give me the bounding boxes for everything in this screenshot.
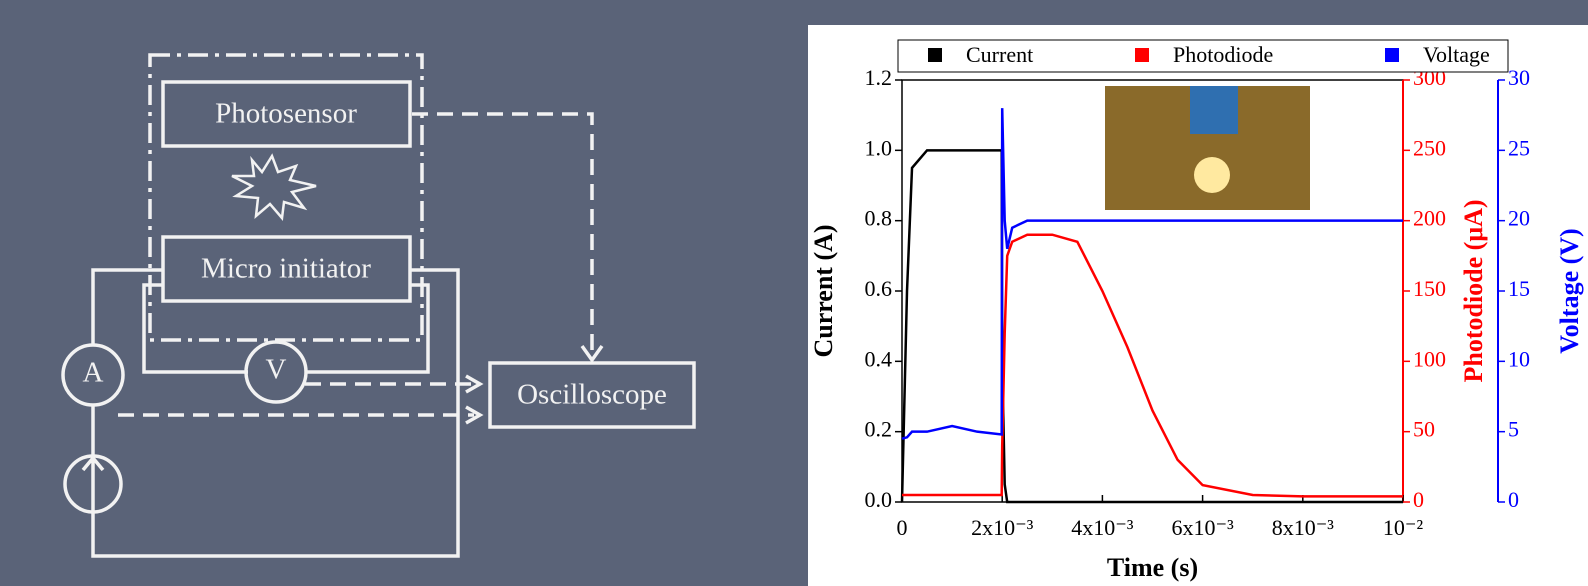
- y-tick-label: 1.2: [865, 65, 893, 90]
- y2-tick-label: 250: [1413, 135, 1446, 160]
- legend-label: Current: [966, 42, 1033, 67]
- y2-tick-label: 0: [1413, 487, 1424, 512]
- ammeter-label: A: [83, 357, 104, 389]
- legend-label: Photodiode: [1173, 42, 1273, 67]
- inset-photo-flash: [1194, 157, 1230, 193]
- y2-axis-label: Photodiode (μA): [1459, 199, 1488, 382]
- source-arrow: [81, 455, 105, 510]
- y3-axis-label: Voltage (V): [1555, 228, 1584, 353]
- x-tick-label: 10⁻²: [1383, 515, 1424, 540]
- circuit-diagram: Photosensor Micro initiator A V Oscillos…: [61, 53, 696, 558]
- legend-label: Voltage: [1423, 42, 1490, 67]
- y-tick-label: 1.0: [865, 135, 893, 160]
- y-axis-label: Current (A): [809, 224, 838, 357]
- voltmeter: [244, 340, 308, 404]
- y-tick-label: 0.4: [865, 346, 893, 371]
- data-line: [901, 108, 1403, 440]
- y3-tick-label: 25: [1508, 135, 1530, 160]
- x-tick-label: 4x10⁻³: [1071, 515, 1134, 540]
- data-line: [902, 233, 1403, 498]
- photosensor-label: Photosensor: [215, 98, 357, 130]
- data-line: [900, 149, 1403, 504]
- flash-icon: [231, 153, 317, 221]
- x-tick-label: 8x10⁻³: [1272, 515, 1335, 540]
- wire: [142, 283, 430, 374]
- arrow-head: [465, 344, 604, 425]
- y-tick-label: 0.0: [865, 487, 893, 512]
- x-tick-label: 6x10⁻³: [1171, 515, 1234, 540]
- dashdot-frame: [148, 53, 424, 342]
- y-tick-label: 0.6: [865, 276, 893, 301]
- legend-swatch: [1135, 48, 1149, 62]
- y3-tick-label: 10: [1508, 346, 1530, 371]
- ammeter: [61, 343, 125, 407]
- x-axis-label: Time (s): [1107, 553, 1198, 582]
- initiator-label: Micro initiator: [201, 253, 371, 285]
- wire: [91, 268, 460, 558]
- oscilloscope-label: Oscilloscope: [517, 379, 667, 411]
- y3-tick-label: 15: [1508, 276, 1530, 301]
- photosensor-box: [161, 80, 412, 148]
- signal-line: [118, 112, 594, 417]
- y3-tick-label: 5: [1508, 417, 1519, 442]
- y3-tick-label: 20: [1508, 206, 1530, 231]
- inset-photo-detail: [1190, 86, 1238, 134]
- legend-swatch: [1385, 48, 1399, 62]
- y-tick-label: 0.2: [865, 417, 893, 442]
- y3-tick-label: 30: [1508, 65, 1530, 90]
- y2-tick-label: 200: [1413, 206, 1446, 231]
- x-tick-label: 0: [897, 515, 908, 540]
- y2-tick-label: 50: [1413, 417, 1435, 442]
- y2-tick-label: 100: [1413, 346, 1446, 371]
- y2-tick-label: 150: [1413, 276, 1446, 301]
- y-tick-label: 0.8: [865, 206, 893, 231]
- x-tick-label: 2x10⁻³: [971, 515, 1034, 540]
- voltmeter-label: V: [266, 354, 287, 386]
- legend-box: [897, 39, 1509, 73]
- legend-swatch: [928, 48, 942, 62]
- y3-tick-label: 0: [1508, 487, 1519, 512]
